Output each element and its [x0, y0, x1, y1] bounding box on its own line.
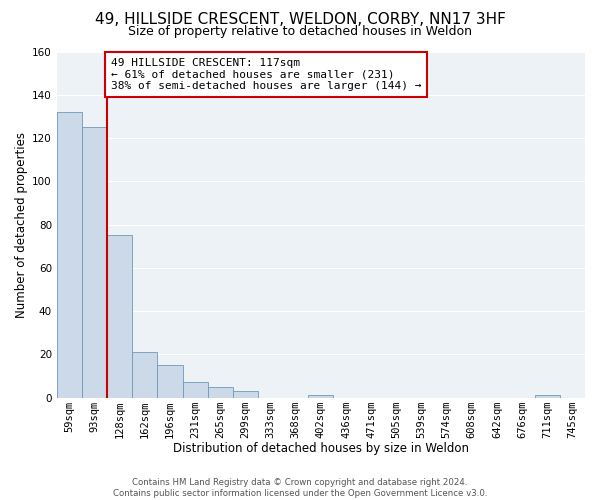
X-axis label: Distribution of detached houses by size in Weldon: Distribution of detached houses by size … — [173, 442, 469, 455]
Y-axis label: Number of detached properties: Number of detached properties — [15, 132, 28, 318]
Text: Contains HM Land Registry data © Crown copyright and database right 2024.
Contai: Contains HM Land Registry data © Crown c… — [113, 478, 487, 498]
Text: Size of property relative to detached houses in Weldon: Size of property relative to detached ho… — [128, 25, 472, 38]
Bar — [208, 386, 233, 398]
Bar — [182, 382, 208, 398]
Bar — [308, 396, 334, 398]
Bar — [535, 396, 560, 398]
Text: 49, HILLSIDE CRESCENT, WELDON, CORBY, NN17 3HF: 49, HILLSIDE CRESCENT, WELDON, CORBY, NN… — [95, 12, 505, 28]
Bar — [82, 127, 107, 398]
Text: 49 HILLSIDE CRESCENT: 117sqm
← 61% of detached houses are smaller (231)
38% of s: 49 HILLSIDE CRESCENT: 117sqm ← 61% of de… — [111, 58, 421, 91]
Bar — [57, 112, 82, 398]
Bar — [132, 352, 157, 398]
Bar — [107, 236, 132, 398]
Bar — [157, 365, 182, 398]
Bar — [233, 391, 258, 398]
